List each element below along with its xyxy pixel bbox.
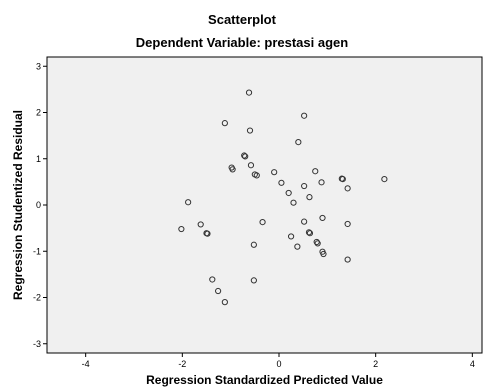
scatter-point	[314, 240, 321, 247]
y-tick-label: 3	[36, 61, 41, 71]
scatter-point	[344, 256, 351, 263]
scatter-point	[197, 221, 204, 228]
y-axis-label: Regression Studentized Residual	[11, 110, 25, 300]
scatter-point	[312, 168, 319, 175]
y-tick-label: 1	[36, 154, 41, 164]
scatter-point	[306, 194, 313, 201]
y-tick-label: -2	[33, 293, 41, 303]
scatter-point	[204, 230, 211, 237]
scatter-point	[305, 229, 313, 236]
scatter-point	[381, 176, 388, 183]
x-tick-label: 0	[276, 359, 281, 369]
scatter-point	[241, 152, 248, 159]
x-tick-label: 4	[470, 359, 475, 369]
axis-ticks: -4 -2 0 2 4 -3 -2 -1 0 1 2 3	[33, 61, 475, 369]
x-tick-label: -2	[178, 359, 186, 369]
scatter-point	[306, 230, 314, 237]
scatter-point	[313, 238, 320, 246]
plot-area	[46, 56, 483, 354]
scatter-point	[290, 199, 297, 206]
scatter-point	[245, 89, 253, 96]
y-tick-label: -3	[33, 339, 41, 349]
scatter-point	[229, 166, 236, 173]
scatter-point	[253, 172, 260, 179]
scatter-point	[295, 139, 302, 146]
scatter-point	[301, 218, 308, 225]
scatter-point	[221, 299, 228, 306]
x-axis-label: Regression Standardized Predicted Value	[146, 373, 383, 387]
scatter-point	[294, 243, 301, 250]
x-tick-label: 2	[373, 359, 378, 369]
scatter-point	[319, 214, 326, 222]
scatter-point	[242, 153, 249, 160]
scatter-point	[278, 179, 285, 186]
scatter-point	[178, 225, 185, 233]
scatter-point	[287, 233, 295, 240]
scatter-point	[301, 182, 308, 190]
scatter-point	[221, 120, 228, 127]
scatter-point	[250, 277, 257, 284]
scatter-point	[185, 199, 192, 206]
scatter-point	[271, 169, 278, 176]
scatter-point	[318, 179, 325, 186]
scatter-point	[209, 276, 216, 283]
scatter-point	[339, 176, 346, 183]
scatter-point	[259, 219, 266, 226]
scatter-point	[246, 127, 254, 134]
scatter-point	[285, 189, 292, 197]
scatter-point	[344, 185, 351, 192]
scatter-point	[247, 162, 255, 169]
data-points	[178, 89, 388, 306]
scatter-point	[250, 241, 257, 248]
scatter-point	[344, 220, 351, 228]
y-tick-label: 0	[36, 200, 41, 210]
scatter-point	[215, 287, 222, 295]
x-tick-label: -4	[82, 359, 90, 369]
scatter-point	[301, 112, 308, 119]
y-tick-label: -1	[33, 246, 41, 256]
chart-subtitle: Dependent Variable: prestasi agen	[135, 35, 349, 50]
y-tick-label: 2	[36, 108, 41, 118]
scatter-point	[320, 250, 327, 258]
chart-title: Scatterplot	[208, 12, 276, 27]
